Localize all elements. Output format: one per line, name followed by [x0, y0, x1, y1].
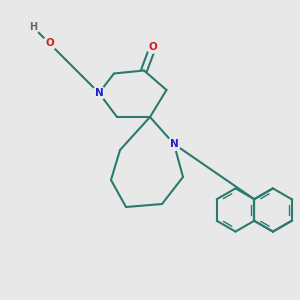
- Circle shape: [146, 40, 160, 53]
- Circle shape: [43, 37, 56, 50]
- Text: O: O: [148, 41, 158, 52]
- Text: O: O: [45, 38, 54, 49]
- Text: N: N: [94, 88, 103, 98]
- Text: H: H: [29, 22, 37, 32]
- Circle shape: [26, 20, 40, 34]
- Circle shape: [167, 137, 181, 151]
- Text: N: N: [169, 139, 178, 149]
- Circle shape: [92, 86, 106, 100]
